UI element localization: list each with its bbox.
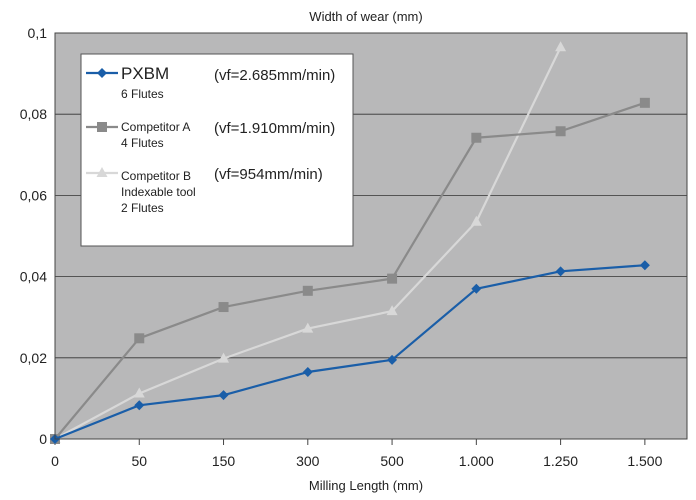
data-point (470, 215, 482, 226)
data-point (387, 354, 398, 365)
x-axis-label: Milling Length (mm) (309, 478, 423, 493)
legend-marker (96, 167, 108, 177)
legend-box (80, 53, 354, 247)
legend-item-pxbm: PXBM 6 Flutes (vf=2.685mm/min) (86, 64, 335, 101)
legend-label: Competitor A (121, 120, 190, 134)
data-point (555, 41, 567, 52)
y-tick-label: 0,04 (20, 269, 47, 285)
data-point (302, 285, 313, 296)
y-tick-label: 0,1 (28, 25, 48, 41)
legend-speed: (vf=2.685mm/min) (214, 67, 335, 84)
x-tick-label: 1.000 (459, 453, 494, 469)
y-tick-label: 0,08 (20, 106, 47, 122)
legend-detail: Indexable tool (121, 185, 196, 199)
legend-swatch-marker (97, 68, 107, 78)
y-tick-label: 0,06 (20, 187, 47, 203)
x-tick-label: 50 (131, 453, 147, 469)
y-tick-label: 0,02 (20, 350, 47, 366)
data-point (302, 322, 314, 333)
legend-detail: 2 Flutes (121, 201, 164, 215)
data-point (218, 390, 229, 401)
series-line (54, 101, 646, 440)
legend-swatch-marker (96, 167, 108, 177)
data-point (134, 333, 145, 344)
data-point (133, 387, 145, 398)
legend-speed: (vf=954mm/min) (214, 166, 323, 183)
x-tick-label: 300 (296, 453, 320, 469)
data-point (471, 132, 482, 143)
data-point (639, 260, 650, 271)
legend-label: PXBM (121, 64, 169, 83)
y-tick-label: 0 (39, 431, 47, 447)
data-point (134, 400, 145, 411)
x-tick-label: 0 (51, 453, 59, 469)
data-point (302, 367, 313, 378)
legend-detail: 4 Flutes (121, 136, 164, 150)
x-tick-label: 500 (380, 453, 404, 469)
x-tick-label: 150 (212, 453, 236, 469)
series-line (54, 264, 645, 441)
legend-item-competitor-b: Competitor B Indexable tool 2 Flutes (vf… (86, 166, 323, 215)
x-tick-label: 1.250 (543, 453, 578, 469)
plot-frame (54, 32, 688, 440)
x-axis-ticks: 0 50 150 300 500 1.000 1.250 1.500 (51, 439, 663, 469)
legend-swatch-marker (97, 122, 107, 132)
legend-marker (97, 122, 107, 132)
data-point (386, 305, 398, 316)
x-tick-label: 1.500 (627, 453, 662, 469)
data-point (555, 126, 566, 137)
data-point (218, 302, 229, 313)
y-axis-ticks: 0 0,02 0,04 0,06 0,08 0,1 (20, 25, 47, 447)
data-point (639, 97, 650, 108)
legend-speed: (vf=1.910mm/min) (214, 120, 335, 137)
data-point (471, 283, 482, 294)
series-pxbm (50, 260, 650, 444)
chart-title: Width of wear (mm) (309, 9, 422, 24)
legend-detail: 6 Flutes (121, 87, 164, 101)
data-point (555, 266, 566, 277)
legend-label: Competitor B (121, 169, 191, 183)
series-layer (49, 41, 650, 444)
data-point (387, 273, 398, 284)
data-point (218, 352, 230, 363)
legend-item-competitor-a: Competitor A 4 Flutes (vf=1.910mm/min) (86, 120, 335, 150)
legend: PXBM 6 Flutes (vf=2.685mm/min) Competito… (80, 53, 354, 247)
legend-marker (97, 68, 107, 78)
